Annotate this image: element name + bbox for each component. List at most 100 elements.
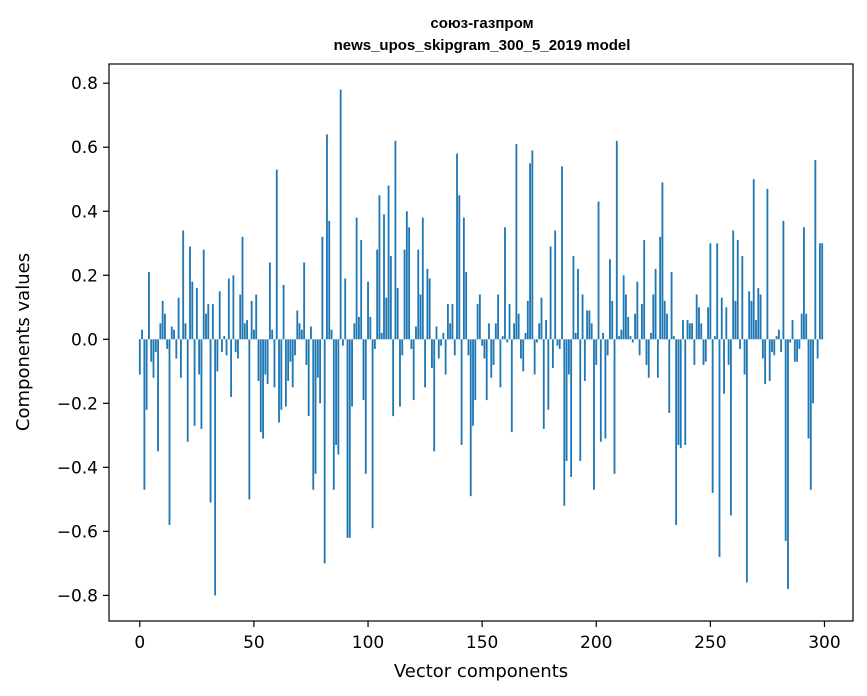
bar-188 — [567, 339, 570, 375]
bar-257 — [725, 307, 728, 340]
bar-219 — [638, 339, 641, 356]
bar-90 — [344, 278, 347, 340]
bar-111 — [392, 339, 395, 417]
bar-187 — [565, 339, 568, 461]
bar-253 — [716, 243, 719, 340]
bar-78 — [316, 339, 319, 378]
bar-7 — [154, 339, 157, 353]
bar-24 — [193, 339, 196, 426]
bar-39 — [227, 278, 230, 340]
bar-190 — [572, 256, 575, 340]
bar-179 — [547, 339, 550, 410]
bar-279 — [775, 336, 778, 340]
bar-251 — [711, 339, 714, 493]
bar-295 — [812, 339, 814, 404]
bar-239 — [684, 339, 687, 445]
x-tick-label: 100 — [352, 633, 384, 653]
bar-11 — [164, 313, 166, 340]
bar-38 — [225, 339, 228, 356]
bar-87 — [337, 339, 340, 455]
bar-75 — [310, 326, 312, 340]
bar-122 — [417, 249, 420, 340]
bar-154 — [490, 339, 493, 378]
bar-286 — [791, 320, 794, 340]
bar-51 — [255, 294, 258, 340]
x-tick-label: 300 — [808, 633, 840, 653]
bar-4 — [148, 272, 150, 340]
bar-184 — [558, 339, 561, 349]
bar-194 — [581, 294, 584, 340]
bar-218 — [636, 281, 639, 340]
bar-44 — [239, 294, 242, 340]
bar-274 — [764, 339, 767, 385]
bar-119 — [410, 339, 413, 349]
bar-136 — [449, 323, 452, 340]
bar-64 — [284, 339, 287, 407]
bar-162 — [508, 304, 511, 340]
bar-201 — [597, 201, 600, 340]
bar-228 — [659, 236, 662, 340]
bar-103 — [373, 339, 376, 349]
bar-106 — [380, 332, 383, 340]
bar-290 — [800, 313, 803, 340]
ticks-group: 0 50 100 150 200 250 300 −0.8 −0.6 −0.4 −0.2 0.0 0.2… — [57, 74, 841, 653]
bar-32 — [211, 304, 214, 340]
bar-283 — [784, 339, 787, 541]
bar-186 — [563, 339, 566, 506]
bar-121 — [415, 326, 417, 340]
bar-276 — [768, 339, 771, 381]
bar-8 — [157, 339, 159, 452]
bar-248 — [704, 339, 707, 362]
y-tick-label: −0.2 — [57, 394, 98, 414]
bar-70 — [298, 323, 301, 340]
bar-139 — [456, 153, 458, 340]
bar-299 — [821, 243, 824, 340]
bar-138 — [453, 339, 456, 356]
bar-98 — [362, 339, 365, 401]
bar-74 — [307, 339, 310, 417]
bar-67 — [291, 339, 294, 388]
bar-199 — [593, 339, 595, 490]
bar-27 — [200, 339, 203, 429]
y-tick-label: 0.4 — [71, 202, 98, 222]
bar-215 — [629, 336, 632, 340]
bar-282 — [782, 220, 785, 340]
bar-256 — [723, 339, 725, 394]
plot-frame — [108, 63, 854, 622]
bar-56 — [266, 339, 269, 385]
bar-211 — [620, 329, 623, 340]
bar-234 — [672, 336, 675, 340]
bar-128 — [431, 339, 433, 369]
bar-31 — [209, 339, 212, 503]
y-tick-label: −0.6 — [57, 522, 98, 542]
bar-140 — [458, 195, 461, 340]
bar-104 — [376, 249, 379, 340]
bar-116 — [403, 249, 406, 340]
bar-125 — [424, 339, 426, 388]
bar-3 — [145, 339, 148, 410]
x-tick-label: 200 — [580, 633, 612, 653]
bar-107 — [383, 214, 385, 340]
bar-72 — [303, 262, 306, 340]
bar-161 — [506, 339, 509, 343]
bar-266 — [745, 339, 748, 583]
bar-54 — [262, 339, 264, 439]
bar-100 — [367, 281, 369, 340]
bar-10 — [161, 300, 164, 340]
bar-204 — [604, 339, 607, 439]
bar-143 — [465, 272, 468, 340]
bar-141 — [460, 339, 463, 445]
bar-71 — [300, 329, 303, 340]
bar-110 — [389, 256, 392, 340]
bar-145 — [469, 339, 472, 497]
bar-205 — [606, 339, 609, 356]
bar-23 — [191, 281, 194, 340]
bar-230 — [663, 300, 666, 340]
bar-55 — [264, 339, 267, 375]
bar-102 — [371, 339, 374, 529]
bar-238 — [682, 320, 684, 340]
bar-235 — [675, 339, 678, 525]
bar-40 — [230, 339, 233, 397]
bar-35 — [218, 291, 221, 340]
bar-178 — [545, 320, 547, 340]
